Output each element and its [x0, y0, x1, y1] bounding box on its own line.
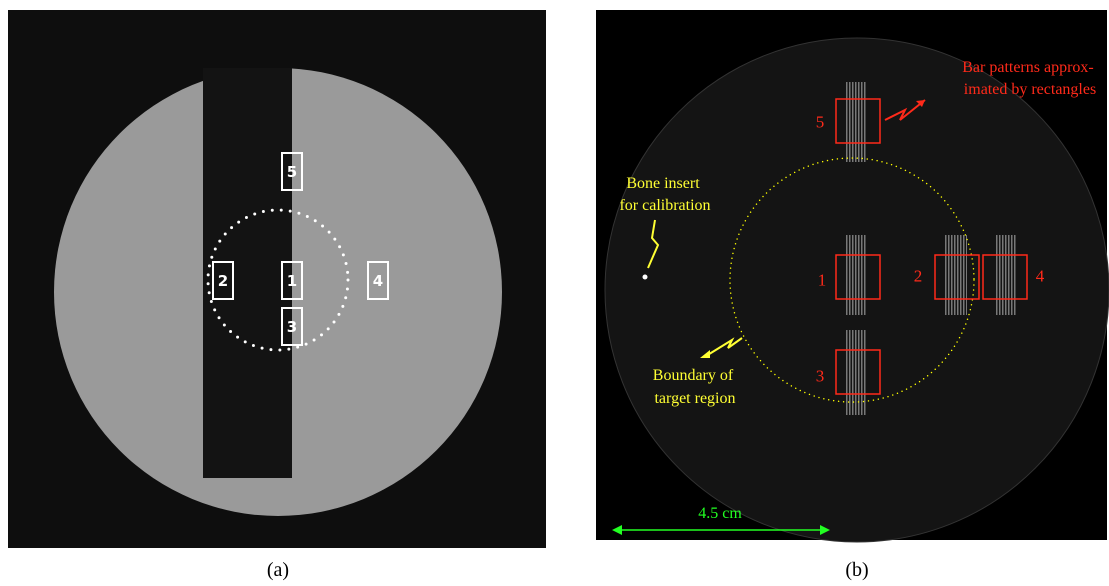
scale-label: 4.5 cm [698, 505, 742, 522]
bone-insert [643, 275, 648, 280]
annotation-line: Boundary of [653, 367, 734, 384]
caption: (a) [267, 559, 289, 581]
region-label: 4 [1036, 267, 1045, 286]
caption: (b) [845, 559, 868, 581]
annotation-line: for calibration [619, 197, 710, 214]
annotation-line: Bone insert [626, 175, 700, 192]
annotation-line: imated by rectangles [964, 81, 1096, 98]
region-label: 5 [816, 113, 825, 132]
bar-pattern [995, 235, 1017, 315]
region-label: 3 [287, 318, 297, 336]
bar-pattern [945, 235, 967, 315]
bar-pattern [846, 82, 866, 162]
annotation-line: target region [654, 390, 735, 407]
panel-b: 5 1 2 4 3 Bar patterns approx- imated by rec… [596, 10, 1109, 581]
bar-pattern [846, 235, 866, 315]
region-label: 3 [816, 367, 825, 386]
insert-strip [203, 68, 292, 478]
region-label: 5 [287, 163, 297, 181]
panel-a: 5 2 1 4 3 (a) [8, 10, 546, 581]
region-label: 1 [287, 272, 297, 290]
annotation-line: Bar patterns approx- [962, 59, 1094, 76]
figure: 5 2 1 4 3 (a) 5 1 2 4 3 Bar patterns approx- ima… [0, 0, 1109, 586]
region-label: 1 [818, 271, 827, 290]
region-label: 2 [914, 267, 923, 286]
region-label: 4 [373, 272, 383, 290]
region-label: 2 [218, 272, 228, 290]
